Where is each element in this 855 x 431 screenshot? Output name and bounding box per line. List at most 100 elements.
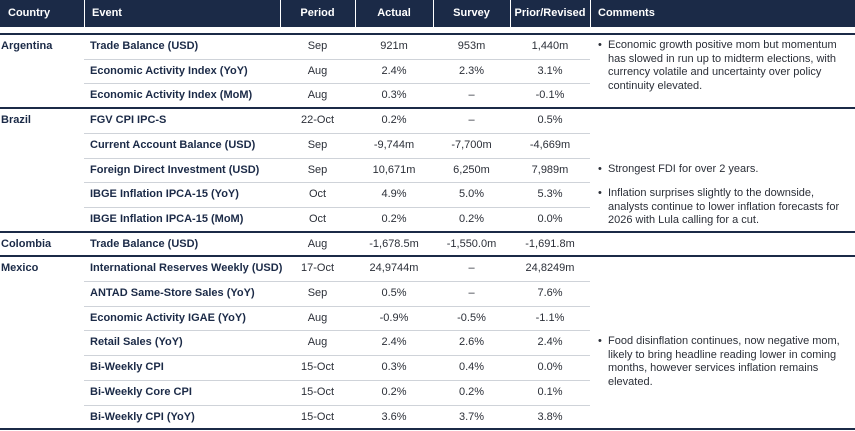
actual: 10,671m bbox=[372, 163, 416, 176]
survey: 2.6% bbox=[458, 336, 485, 349]
event: Bi-Weekly CPI bbox=[90, 361, 164, 374]
prior: 3.1% bbox=[537, 64, 563, 77]
prior: 5.3% bbox=[537, 188, 563, 201]
prior: -1.1% bbox=[535, 311, 565, 324]
row-divider bbox=[84, 182, 590, 184]
row-divider bbox=[84, 379, 590, 381]
period: Sep bbox=[307, 163, 328, 176]
actual: 921m bbox=[380, 40, 408, 52]
row-divider bbox=[84, 330, 590, 332]
survey: – bbox=[468, 262, 475, 275]
survey: -0.5% bbox=[457, 311, 486, 324]
period: 15-Oct bbox=[300, 385, 334, 398]
actual: -9,744m bbox=[373, 138, 415, 151]
row-divider bbox=[84, 305, 590, 307]
prior: 24,8249m bbox=[525, 262, 575, 275]
event: FGV CPI IPC-S bbox=[90, 114, 167, 127]
period: Aug bbox=[307, 336, 328, 349]
prior: 7,989m bbox=[531, 163, 569, 176]
event: IBGE Inflation IPCA-15 (YoY) bbox=[90, 188, 239, 201]
actual: 0.2% bbox=[381, 114, 407, 127]
column-header: Period bbox=[300, 7, 335, 19]
event: International Reserves Weekly (USD) bbox=[90, 262, 283, 275]
period: Sep bbox=[307, 138, 328, 151]
survey: -7,700m bbox=[451, 138, 492, 151]
table-bottom bbox=[0, 428, 855, 431]
column-header: Event bbox=[92, 7, 122, 19]
survey: 3.7% bbox=[458, 410, 485, 423]
header-separator bbox=[280, 0, 281, 27]
survey: – bbox=[468, 287, 475, 299]
actual: 0.5% bbox=[381, 287, 407, 299]
survey: 953m bbox=[457, 40, 486, 52]
period: Sep bbox=[307, 287, 328, 299]
event: Bi-Weekly CPI (YoY) bbox=[90, 410, 195, 423]
row-divider bbox=[84, 157, 590, 159]
prior: 0.0% bbox=[537, 212, 563, 225]
event: Economic Activity Index (YoY) bbox=[90, 64, 248, 77]
header-separator bbox=[590, 0, 591, 27]
event: Trade Balance (USD) bbox=[90, 237, 199, 250]
row-divider bbox=[84, 404, 590, 406]
row-divider bbox=[84, 281, 590, 282]
survey: – bbox=[468, 114, 475, 127]
row-divider bbox=[84, 58, 590, 60]
period: Aug bbox=[307, 89, 328, 102]
event: Current Account Balance (USD) bbox=[90, 138, 256, 151]
survey: 0.4% bbox=[458, 361, 485, 374]
event: Foreign Direct Investment (USD) bbox=[90, 163, 260, 176]
actual: 2.4% bbox=[381, 64, 407, 77]
prior: -0.1% bbox=[535, 89, 565, 102]
prior: 2.4% bbox=[537, 336, 563, 349]
event: ANTAD Same-Store Sales (YoY) bbox=[90, 287, 255, 299]
survey: 2.3% bbox=[458, 64, 485, 77]
actual: 2.4% bbox=[381, 336, 407, 349]
column-header: Survey bbox=[453, 7, 490, 19]
event: Trade Balance (USD) bbox=[90, 40, 199, 52]
event: Bi-Weekly Core CPI bbox=[90, 385, 192, 398]
actual: -1,678.5m bbox=[369, 237, 419, 250]
prior: 0.1% bbox=[537, 385, 563, 398]
actual: 0.2% bbox=[381, 212, 407, 225]
column-header: Actual bbox=[377, 7, 411, 19]
period: Aug bbox=[307, 64, 328, 77]
header-separator bbox=[84, 0, 85, 27]
comment: Strongest FDI for over 2 years. bbox=[598, 163, 848, 177]
prior: -1,691.8m bbox=[525, 237, 575, 250]
prior: 0.5% bbox=[537, 114, 563, 127]
actual: 3.6% bbox=[381, 410, 407, 423]
period: 15-Oct bbox=[300, 361, 334, 374]
prior: -4,669m bbox=[529, 138, 571, 151]
group-divider bbox=[0, 107, 855, 110]
survey: -1,550.0m bbox=[446, 237, 497, 250]
actual: 0.2% bbox=[381, 385, 407, 398]
header-separator bbox=[433, 0, 434, 27]
column-header: Prior/Revised bbox=[514, 7, 586, 19]
survey: 0.2% bbox=[458, 385, 485, 398]
group-divider bbox=[0, 33, 855, 35]
country: Colombia bbox=[1, 237, 52, 250]
column-header: Country bbox=[8, 7, 51, 19]
row-divider bbox=[84, 355, 590, 357]
period: Aug bbox=[307, 311, 328, 324]
header-bar bbox=[0, 0, 855, 27]
actual: 4.9% bbox=[381, 188, 407, 201]
event: Retail Sales (YoY) bbox=[90, 336, 183, 349]
period: Oct bbox=[308, 212, 327, 225]
prior: 1,440m bbox=[531, 40, 569, 52]
row-divider bbox=[84, 83, 590, 85]
prior: 3.8% bbox=[537, 410, 563, 423]
event: Economic Activity Index (MoM) bbox=[90, 89, 253, 102]
actual: 0.3% bbox=[381, 89, 407, 102]
header-separator bbox=[355, 0, 356, 27]
survey: 0.2% bbox=[458, 212, 485, 225]
period: 17-Oct bbox=[300, 262, 334, 275]
survey: 5.0% bbox=[458, 188, 485, 201]
prior: 7.6% bbox=[537, 287, 563, 299]
period: Oct bbox=[308, 188, 327, 201]
column-header: Comments bbox=[598, 7, 655, 19]
country: Brazil bbox=[1, 114, 31, 127]
actual: 0.3% bbox=[381, 361, 407, 374]
comment: Economic growth positive mom but momentu… bbox=[598, 39, 848, 93]
